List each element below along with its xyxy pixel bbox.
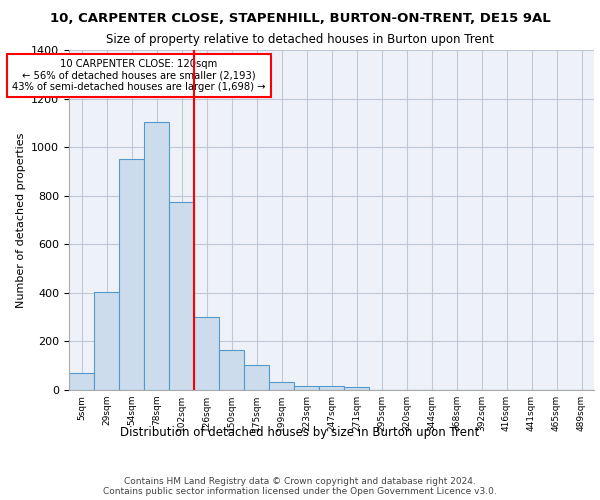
Text: Distribution of detached houses by size in Burton upon Trent: Distribution of detached houses by size … xyxy=(121,426,479,439)
Text: Contains HM Land Registry data © Crown copyright and database right 2024.
Contai: Contains HM Land Registry data © Crown c… xyxy=(103,476,497,496)
Text: 10 CARPENTER CLOSE: 120sqm
← 56% of detached houses are smaller (2,193)
43% of s: 10 CARPENTER CLOSE: 120sqm ← 56% of deta… xyxy=(12,59,266,92)
Bar xyxy=(269,382,294,390)
Y-axis label: Number of detached properties: Number of detached properties xyxy=(16,132,26,308)
Bar xyxy=(69,373,94,390)
Bar xyxy=(194,317,219,390)
Bar xyxy=(294,386,319,390)
Text: 10, CARPENTER CLOSE, STAPENHILL, BURTON-ON-TRENT, DE15 9AL: 10, CARPENTER CLOSE, STAPENHILL, BURTON-… xyxy=(50,12,550,26)
Bar xyxy=(144,122,169,390)
Bar xyxy=(119,160,144,390)
Bar xyxy=(244,364,269,390)
Bar xyxy=(344,387,369,390)
Bar xyxy=(169,202,194,390)
Text: Size of property relative to detached houses in Burton upon Trent: Size of property relative to detached ho… xyxy=(106,32,494,46)
Bar xyxy=(219,350,244,390)
Bar xyxy=(94,292,119,390)
Bar xyxy=(319,386,344,390)
